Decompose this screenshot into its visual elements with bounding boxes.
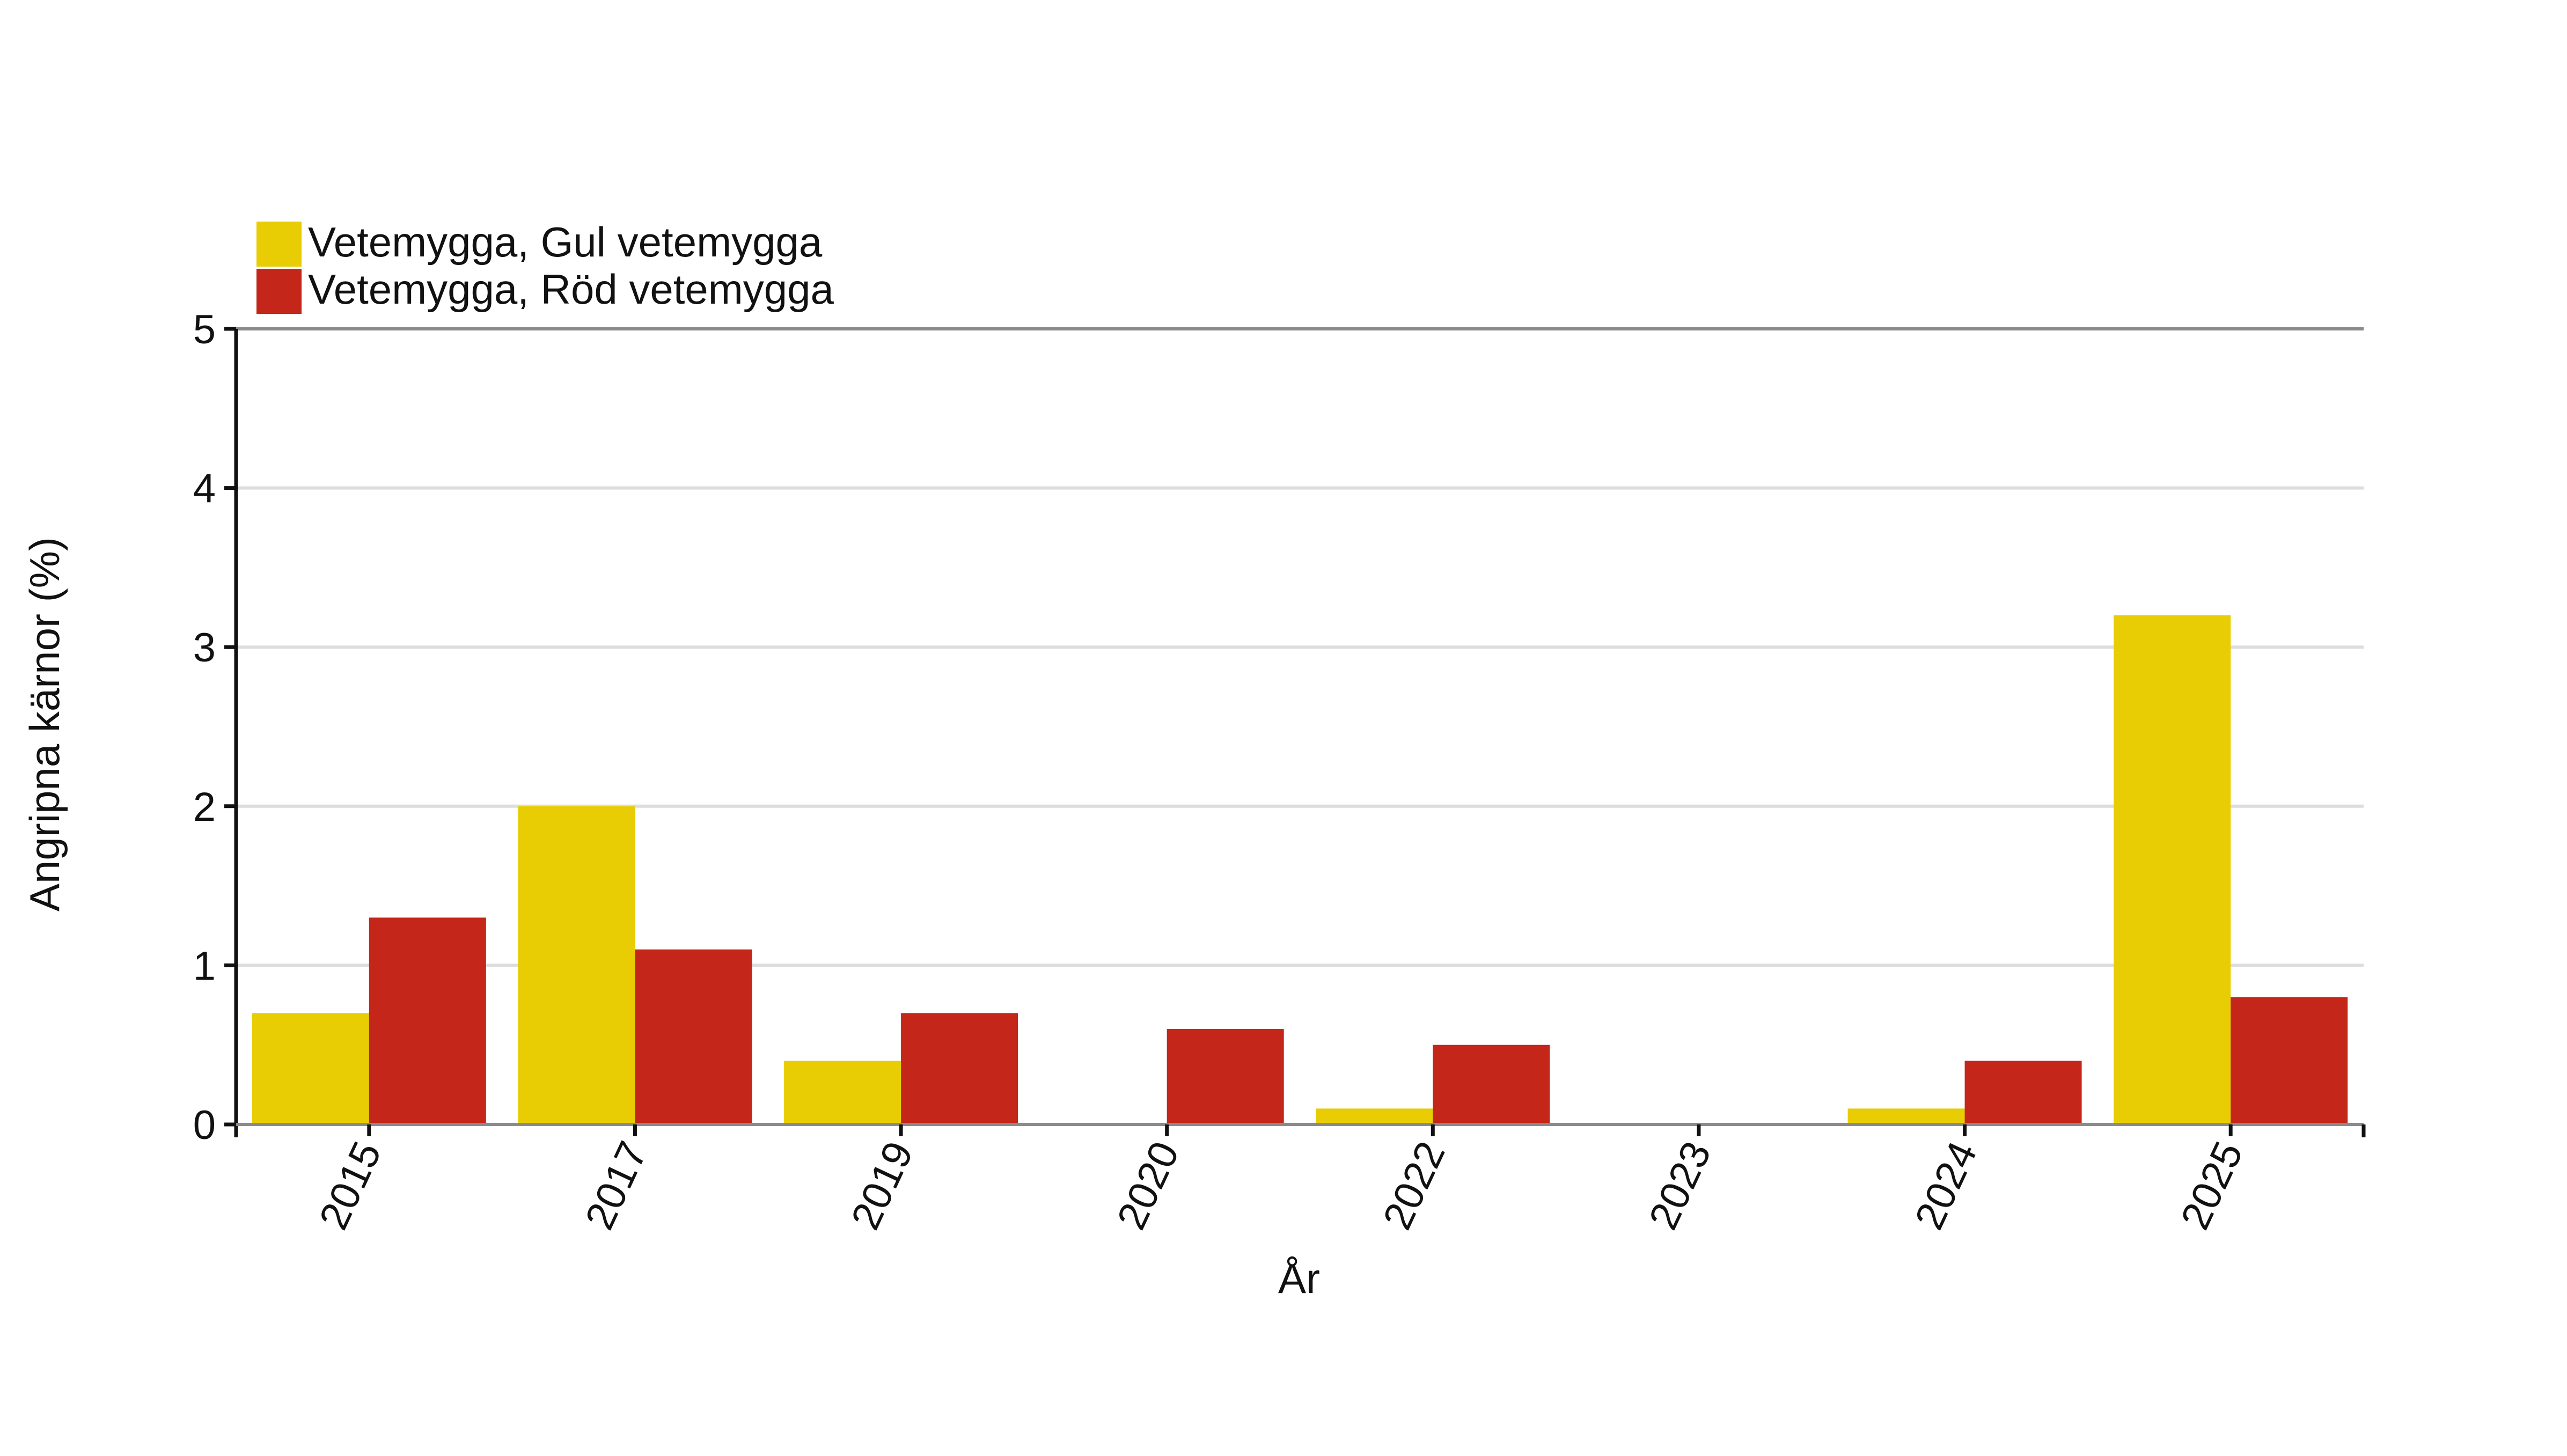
legend-label-rod: Vetemygga, Röd vetemygga xyxy=(308,266,834,313)
legend: Vetemygga, Gul vetemygga Vetemygga, Röd … xyxy=(256,218,834,314)
y-tick-label-5: 5 xyxy=(193,307,216,352)
x-tick-label-2015: 2015 xyxy=(311,1135,390,1236)
bar-rod-2020 xyxy=(1167,1029,1284,1124)
x-tick-label-2024: 2024 xyxy=(1906,1135,1985,1236)
bar-rod-2017 xyxy=(635,949,752,1124)
legend-swatch-rod xyxy=(256,269,302,314)
bar-rod-2024 xyxy=(1964,1061,2082,1124)
x-tick-label-2025: 2025 xyxy=(2172,1135,2251,1236)
y-tick-label-3: 3 xyxy=(193,625,216,671)
bar-gul-2024 xyxy=(1847,1108,1965,1124)
x-tick-label-2023: 2023 xyxy=(1640,1135,1720,1236)
bar-gul-2019 xyxy=(784,1061,901,1124)
y-tick-label-0: 0 xyxy=(193,1102,216,1148)
axes xyxy=(224,327,2366,1137)
x-tick-label-2020: 2020 xyxy=(1109,1135,1188,1236)
bars xyxy=(252,615,2348,1124)
x-axis-title: År xyxy=(1278,1255,1320,1302)
y-tick-label-2: 2 xyxy=(193,784,216,830)
x-tick-label-2019: 2019 xyxy=(842,1135,922,1236)
y-tick-label-1: 1 xyxy=(193,943,216,989)
bar-rod-2022 xyxy=(1433,1045,1550,1124)
bar-gul-2017 xyxy=(518,806,635,1124)
bar-rod-2025 xyxy=(2231,997,2348,1124)
x-tick-label-2022: 2022 xyxy=(1374,1135,1454,1236)
tick-labels: 0 1 2 3 4 5 2015 2017 2019 2020 2022 2023 2024 2025 xyxy=(193,307,2252,1236)
legend-label-gul: Vetemygga, Gul vetemygga xyxy=(308,218,823,266)
bar-gul-2022 xyxy=(1316,1108,1433,1124)
bar-gul-2025 xyxy=(2114,615,2231,1124)
bar-gul-2015 xyxy=(252,1013,369,1124)
bar-rod-2019 xyxy=(901,1013,1018,1124)
x-tick-label-2017: 2017 xyxy=(576,1135,656,1236)
y-axis-title: Angripna kärnor (%) xyxy=(21,537,68,911)
y-tick-label-4: 4 xyxy=(193,466,216,512)
legend-swatch-gul xyxy=(256,222,302,267)
bar-rod-2015 xyxy=(369,917,486,1124)
